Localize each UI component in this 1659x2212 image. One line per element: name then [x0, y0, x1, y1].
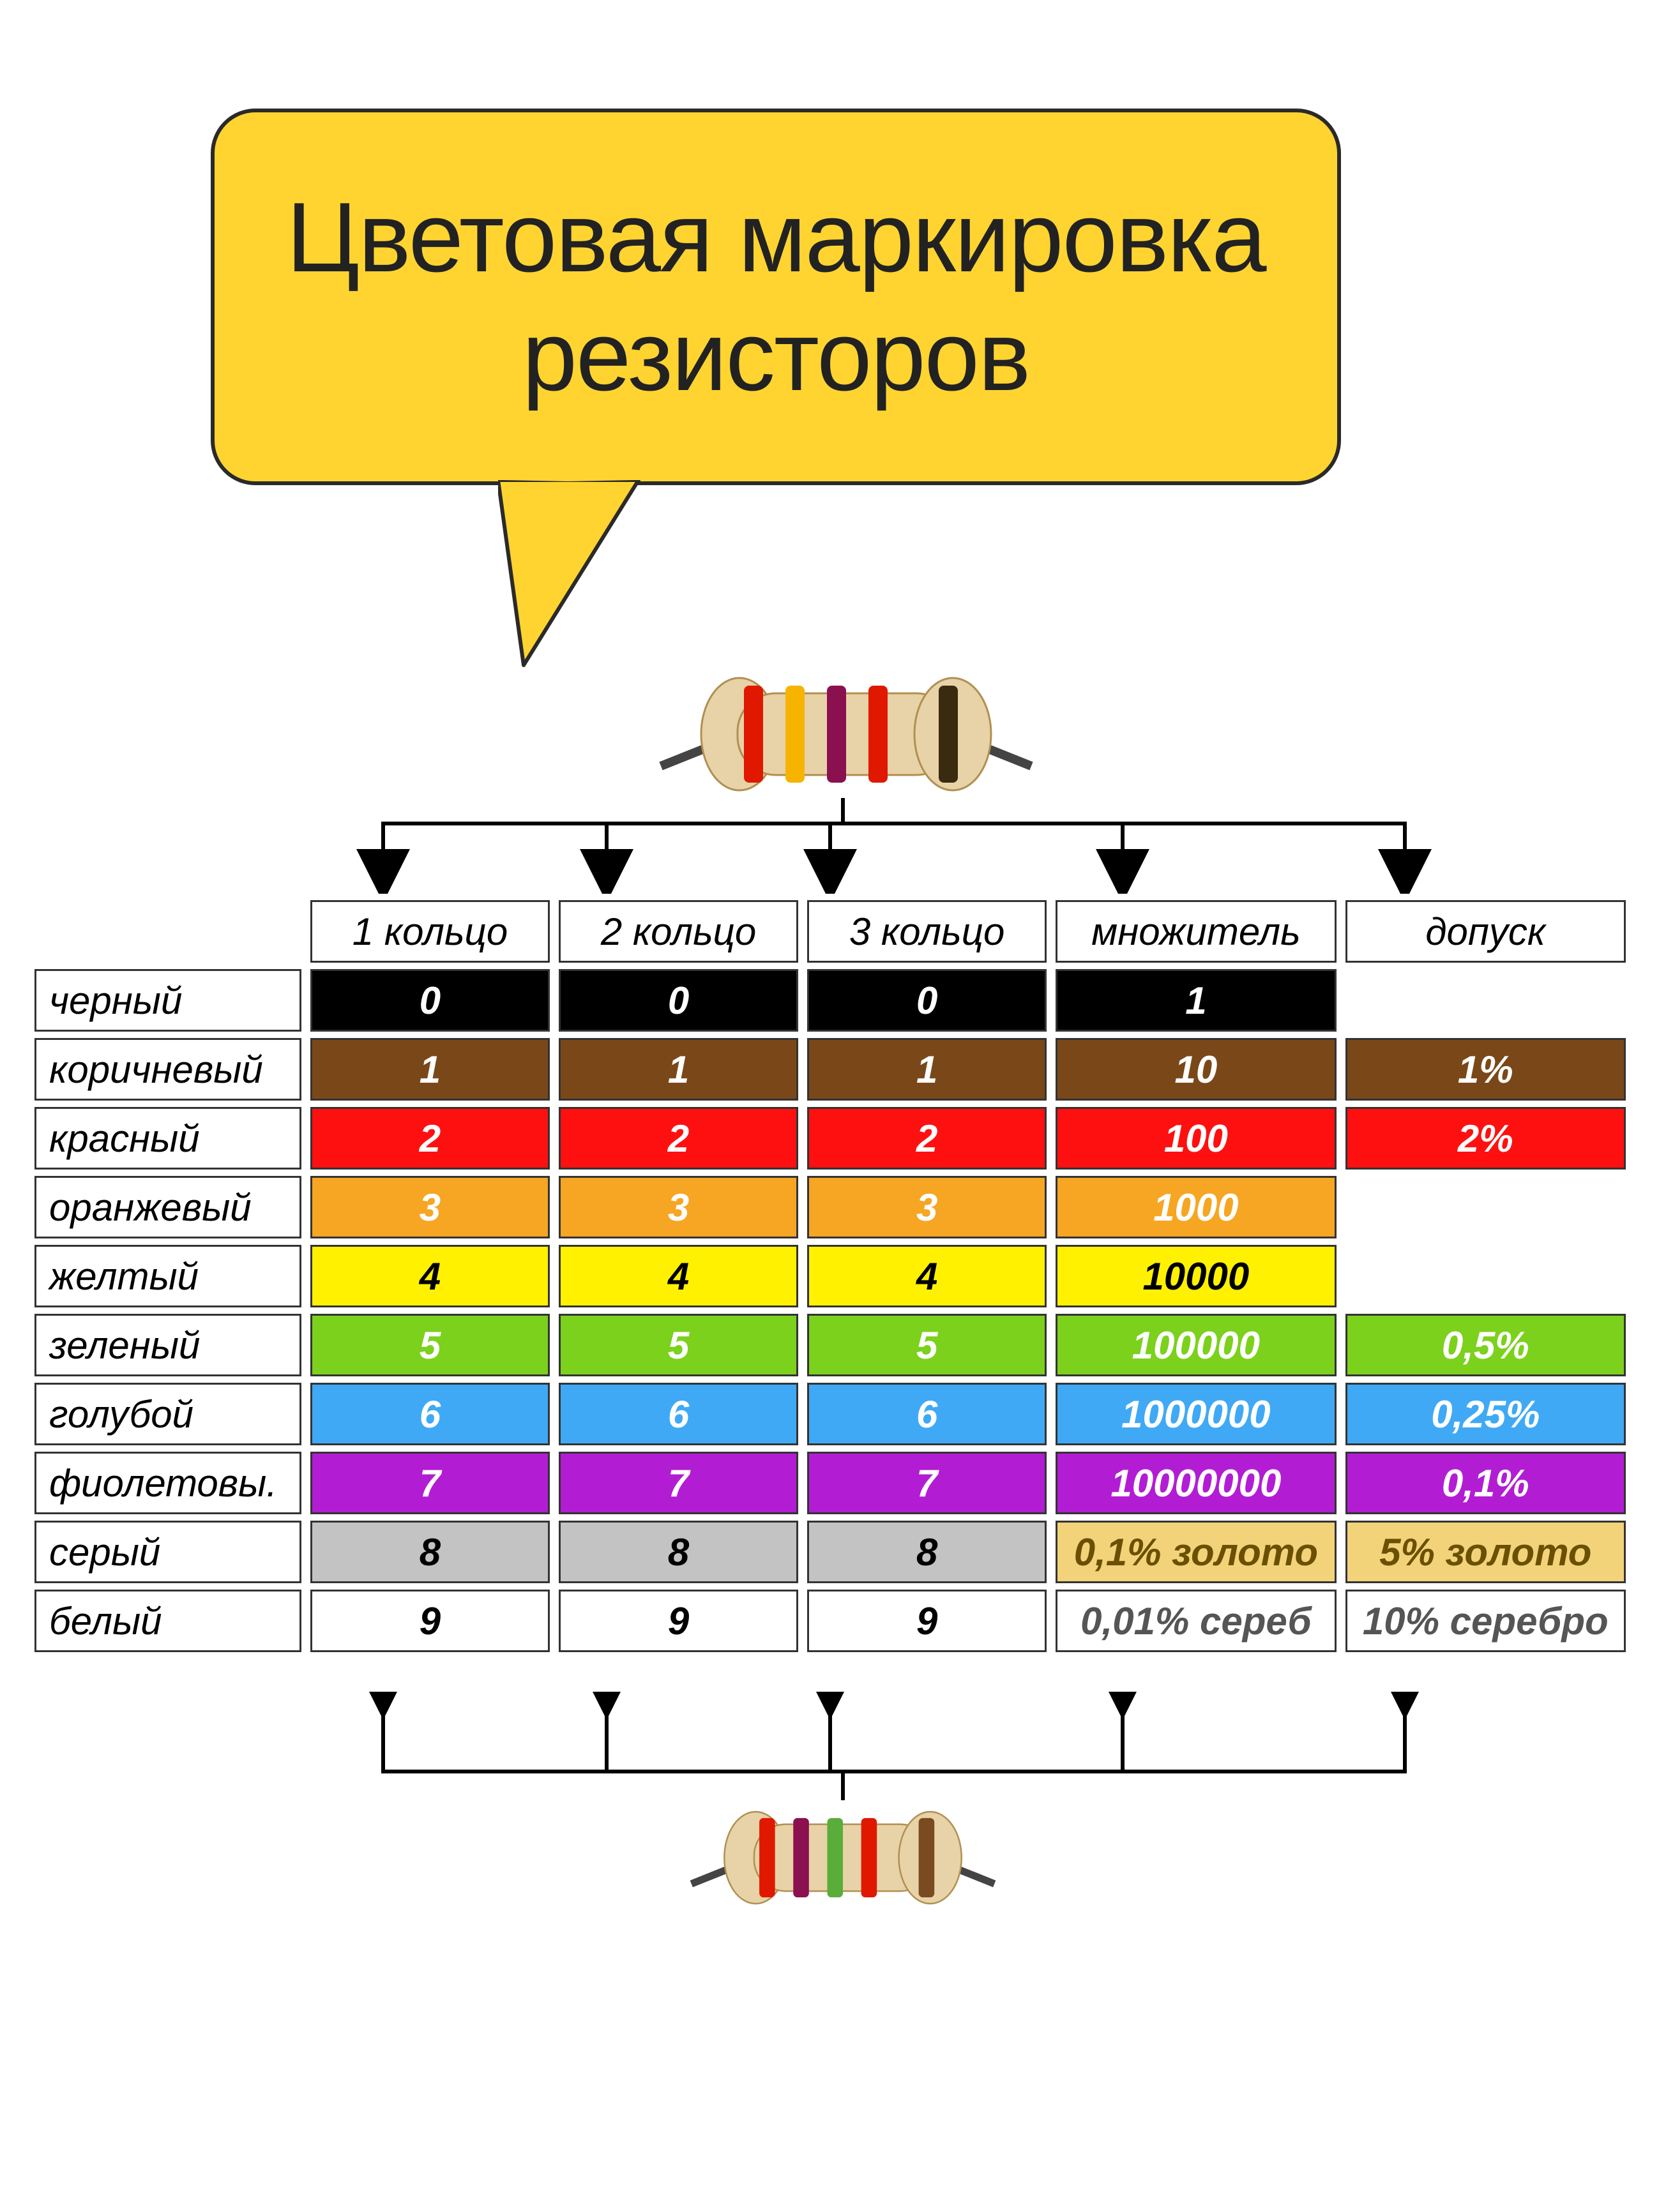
cell-r3: 2 [807, 1107, 1047, 1170]
cell-r2: 0 [559, 969, 798, 1032]
cell-r2: 9 [559, 1590, 798, 1652]
cell-multiplier: 0,01% сереб [1056, 1590, 1336, 1652]
cell-r1: 2 [310, 1107, 550, 1170]
cell-r2: 2 [559, 1107, 798, 1170]
table-row: коричневый111101% [34, 1038, 1626, 1101]
table-row: оранжевый3331000 [34, 1176, 1626, 1238]
cell-tolerance: 0,5% [1345, 1314, 1626, 1376]
row-label: черный [34, 969, 301, 1032]
cell-r3: 3 [807, 1176, 1047, 1238]
row-label: зеленый [34, 1314, 301, 1376]
cell-r2: 3 [559, 1176, 798, 1238]
cell-r1: 8 [310, 1521, 550, 1583]
row-label: фиолетовы. [34, 1452, 301, 1514]
cell-multiplier: 0,1% золото [1056, 1521, 1336, 1583]
cell-tolerance [1345, 1245, 1626, 1307]
cell-r3: 0 [807, 969, 1047, 1032]
cell-r3: 5 [807, 1314, 1047, 1376]
cell-r3: 4 [807, 1245, 1047, 1307]
cell-multiplier: 100000 [1056, 1314, 1336, 1376]
row-label: голубой [34, 1383, 301, 1445]
resistor-bottom-icon [683, 1800, 1003, 1915]
bubble-tail-icon [498, 480, 664, 672]
cell-r1: 0 [310, 969, 550, 1032]
table-row: зеленый5551000000,5% [34, 1314, 1626, 1376]
title-text: Цветовая маркировка резисторов [215, 178, 1337, 416]
row-label: оранжевый [34, 1176, 301, 1238]
header-ring3: 3 кольцо [807, 900, 1047, 963]
cell-r1: 3 [310, 1176, 550, 1238]
resistor-top-icon [655, 664, 1038, 804]
table-row: желтый44410000 [34, 1245, 1626, 1307]
cell-r1: 4 [310, 1245, 550, 1307]
cell-multiplier: 1000000 [1056, 1383, 1336, 1445]
cell-r1: 7 [310, 1452, 550, 1514]
header-blank [34, 900, 301, 963]
cell-r3: 7 [807, 1452, 1047, 1514]
table-row: серый8880,1% золото5% золото [34, 1521, 1626, 1583]
cell-r1: 1 [310, 1038, 550, 1101]
cell-r1: 6 [310, 1383, 550, 1445]
cell-multiplier: 1 [1056, 969, 1336, 1032]
cell-r2: 7 [559, 1452, 798, 1514]
cell-multiplier: 10 [1056, 1038, 1336, 1101]
cell-r3: 9 [807, 1590, 1047, 1652]
cell-r3: 1 [807, 1038, 1047, 1101]
cell-tolerance [1345, 1176, 1626, 1238]
cell-r2: 1 [559, 1038, 798, 1101]
title-bubble: Цветовая маркировка резисторов [211, 109, 1341, 485]
cell-tolerance: 10% серебро [1345, 1590, 1626, 1652]
table-row: фиолетовы.777100000000,1% [34, 1452, 1626, 1514]
cell-r2: 4 [559, 1245, 798, 1307]
cell-r2: 5 [559, 1314, 798, 1376]
table-row: красный2221002% [34, 1107, 1626, 1170]
table-row: белый9990,01% сереб10% серебро [34, 1590, 1626, 1652]
cell-multiplier: 10000000 [1056, 1452, 1336, 1514]
table-row: черный0001 [34, 969, 1626, 1032]
row-label: желтый [34, 1245, 301, 1307]
cell-tolerance: 1% [1345, 1038, 1626, 1101]
row-label: коричневый [34, 1038, 301, 1101]
header-ring1: 1 кольцо [310, 900, 550, 963]
color-code-table: 1 кольцо 2 кольцо 3 кольцо множитель доп… [26, 894, 1635, 1659]
cell-tolerance: 0,1% [1345, 1452, 1626, 1514]
cell-multiplier: 10000 [1056, 1245, 1336, 1307]
cell-r1: 9 [310, 1590, 550, 1652]
cell-r1: 5 [310, 1314, 550, 1376]
cell-tolerance: 0,25% [1345, 1383, 1626, 1445]
row-label: красный [34, 1107, 301, 1170]
cell-multiplier: 100 [1056, 1107, 1336, 1170]
header-multiplier: множитель [1056, 900, 1336, 963]
header-ring2: 2 кольцо [559, 900, 798, 963]
cell-r2: 6 [559, 1383, 798, 1445]
cell-tolerance [1345, 969, 1626, 1032]
cell-r3: 8 [807, 1521, 1047, 1583]
cell-multiplier: 1000 [1056, 1176, 1336, 1238]
cell-r3: 6 [807, 1383, 1047, 1445]
row-label: серый [34, 1521, 301, 1583]
cell-tolerance: 2% [1345, 1107, 1626, 1170]
header-tolerance: допуск [1345, 900, 1626, 963]
cell-tolerance: 5% золото [1345, 1521, 1626, 1583]
table-row: голубой66610000000,25% [34, 1383, 1626, 1445]
row-label: белый [34, 1590, 301, 1652]
cell-r2: 8 [559, 1521, 798, 1583]
arrows-bottom-icon [26, 1692, 1635, 1813]
